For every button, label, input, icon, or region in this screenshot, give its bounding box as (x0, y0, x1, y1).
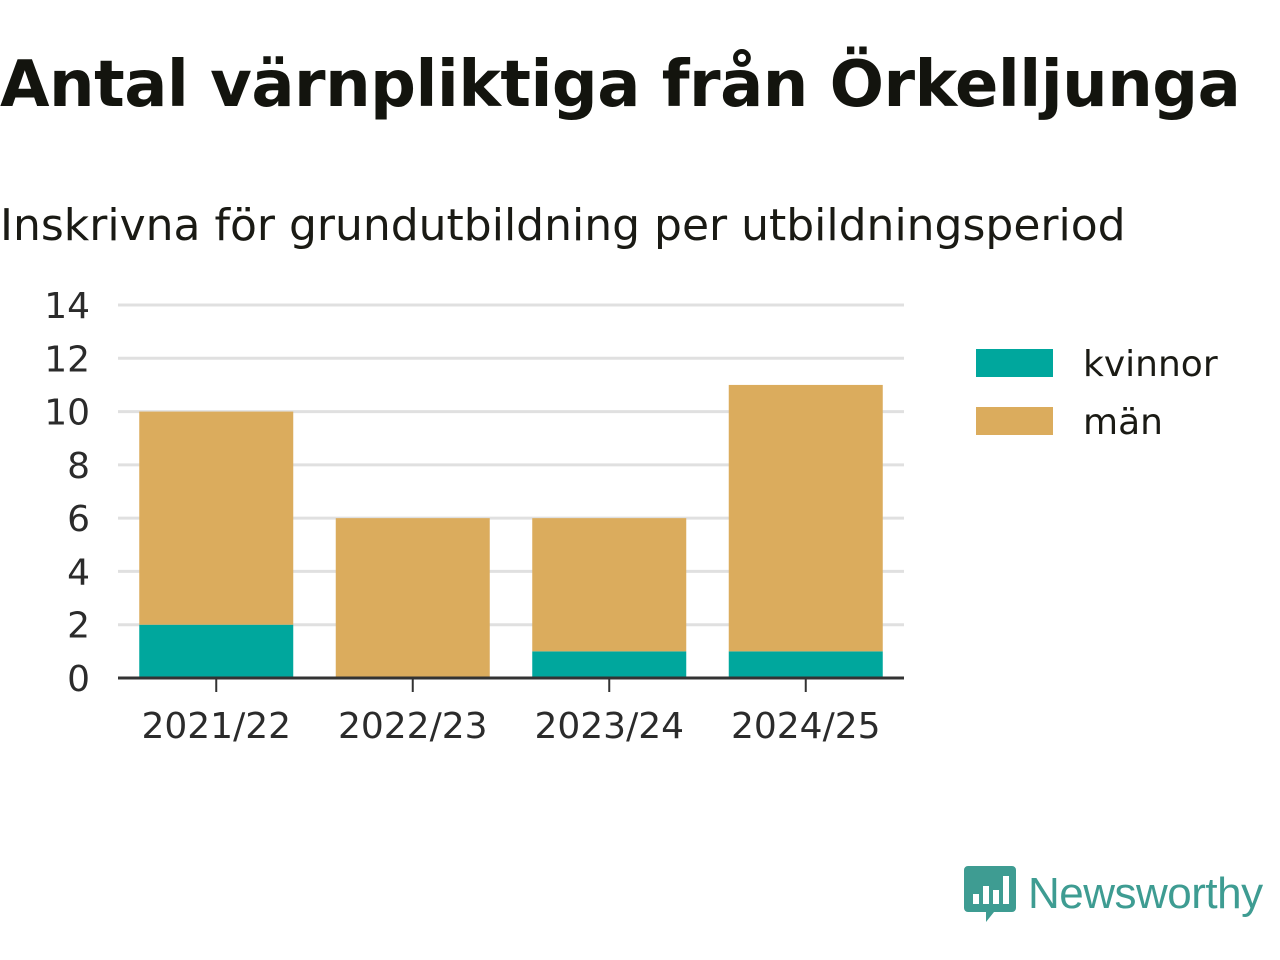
bar-män-2022/23 (335, 518, 490, 678)
chart-title: Antal värnpliktiga från Örkelljunga (0, 48, 1241, 122)
bar-kvinnor-2021/22 (139, 624, 294, 678)
y-tick-label: 4 (67, 552, 90, 593)
brand-name: Newsworthy (1028, 869, 1263, 918)
x-tick-label: 2022/23 (338, 706, 488, 747)
legend-label: kvinnor (1083, 344, 1218, 385)
x-tick-label: 2024/25 (731, 706, 881, 747)
x-axis (118, 676, 904, 692)
legend: kvinnor män (976, 344, 1218, 443)
y-tick-label: 2 (67, 606, 90, 647)
legend-label: män (1083, 402, 1163, 443)
x-tick-label: 2023/24 (534, 706, 684, 747)
y-tick-label: 8 (67, 446, 90, 487)
x-tick-label: 2021/22 (141, 706, 291, 747)
bars (139, 384, 883, 678)
chart-subtitle: Inskrivna för grundutbildning per utbild… (0, 200, 1126, 251)
y-tick-label: 14 (44, 286, 90, 327)
bar-män-2021/22 (139, 411, 294, 625)
y-axis: 0 2 4 6 8 10 12 14 (44, 286, 90, 700)
bar-kvinnor-2023/24 (532, 651, 687, 678)
legend-swatch-kvinnor (976, 349, 1053, 377)
y-tick-label: 0 (67, 659, 90, 700)
x-tick-labels: 2021/22 2022/23 2023/24 2024/25 (141, 706, 880, 747)
y-tick-label: 10 (44, 393, 90, 434)
newsworthy-logo: Newsworthy (964, 864, 1263, 924)
bar-kvinnor-2024/25 (728, 651, 883, 678)
newsworthy-logo-icon (964, 866, 1016, 922)
bar-män-2023/24 (532, 518, 687, 652)
y-tick-label: 12 (44, 339, 90, 380)
legend-swatch-män (976, 407, 1053, 435)
bar-män-2024/25 (728, 384, 883, 652)
y-tick-label: 6 (67, 499, 90, 540)
